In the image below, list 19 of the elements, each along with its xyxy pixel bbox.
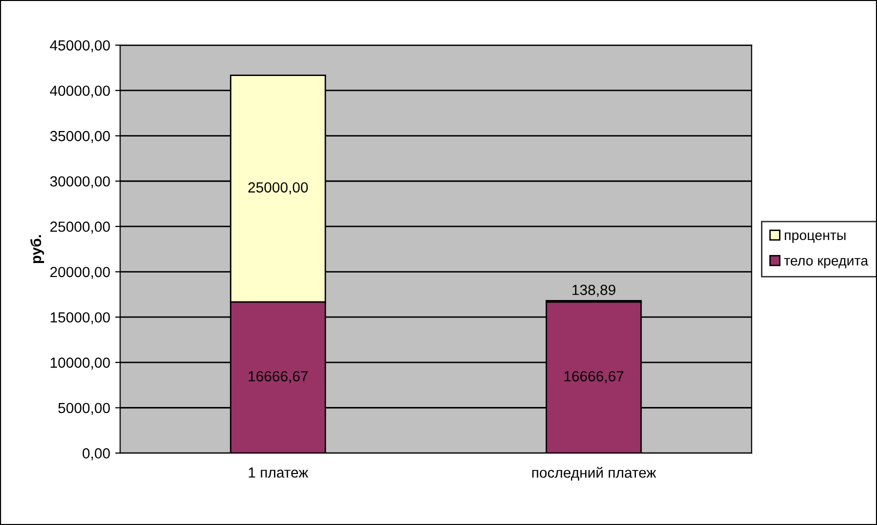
- y-tick-label: 30000,00: [50, 176, 110, 188]
- x-tick-label: последний платеж: [532, 466, 656, 481]
- data-label: 138,89: [572, 284, 616, 297]
- x-tick-label: 1 платеж: [248, 468, 308, 478]
- y-tick-label: 40000,00: [50, 86, 110, 98]
- data-label: 16666,67: [564, 371, 624, 384]
- legend-label: проценты: [784, 232, 846, 243]
- y-tick-label: 5000,00: [58, 402, 110, 415]
- y-tick-label: 0,00: [82, 448, 110, 460]
- y-tick-label: 10000,00: [50, 358, 110, 370]
- y-axis-title: руб.: [30, 235, 44, 264]
- y-tick-label: 25000,00: [50, 222, 110, 234]
- y-tick-label: 20000,00: [50, 266, 110, 279]
- data-label: 25000,00: [248, 182, 308, 194]
- y-tick-label: 45000,00: [50, 40, 110, 52]
- legend-label: тело кредита: [784, 258, 868, 268]
- y-tick-label: 35000,00: [50, 130, 110, 143]
- y-tick-label: 15000,00: [50, 312, 110, 324]
- data-label: 16666,67: [248, 371, 308, 384]
